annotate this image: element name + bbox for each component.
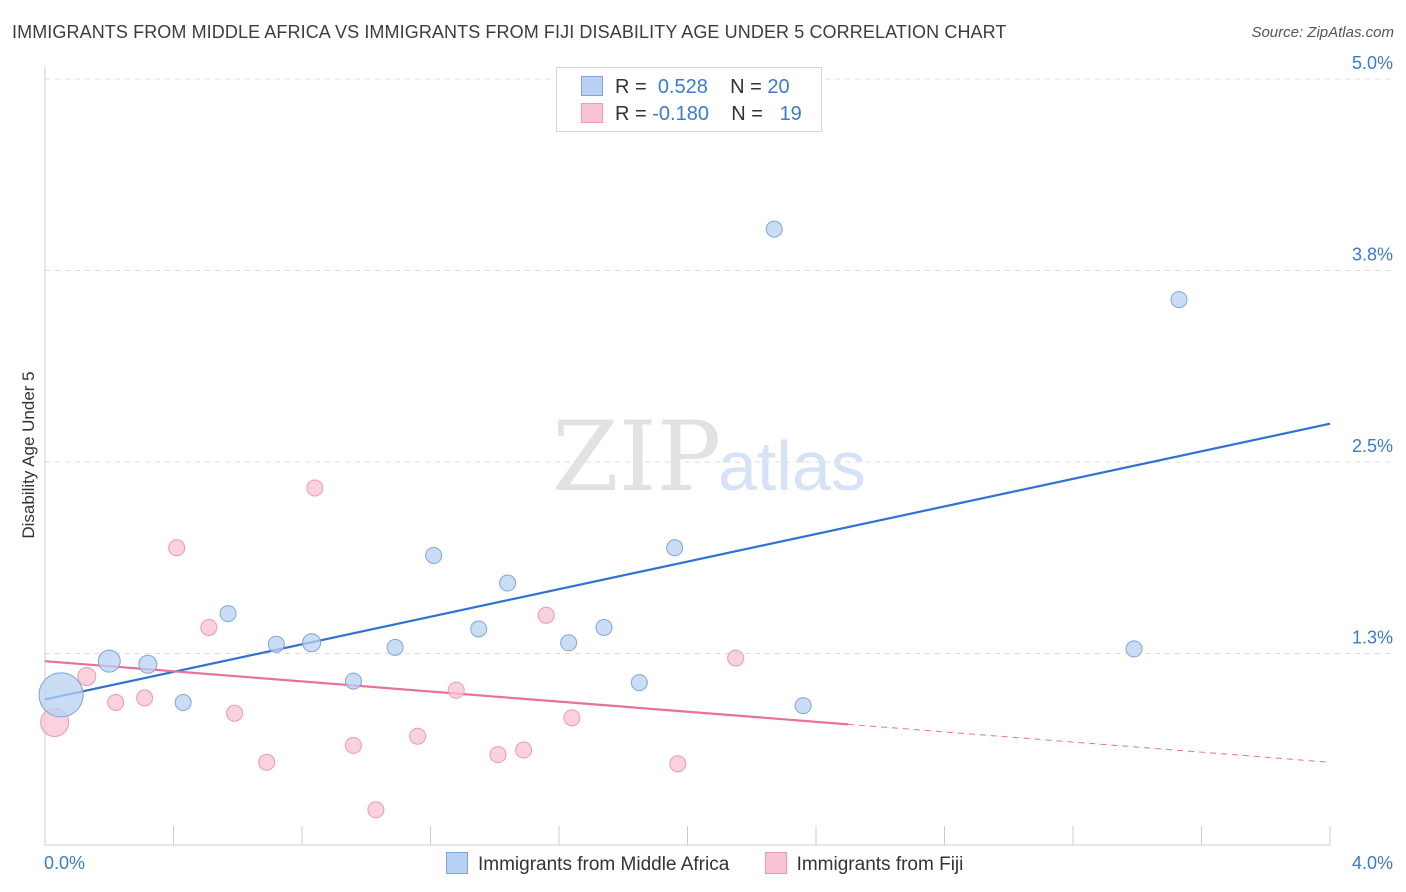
correlation-legend: R = 0.528 N = 20 R = -0.180 N = 19 — [556, 67, 822, 132]
legend-r-label: R = — [615, 103, 647, 125]
data-point-fiji — [226, 704, 244, 722]
legend-item-fiji: Immigrants from Fiji — [764, 852, 964, 876]
data-point-fiji — [258, 753, 276, 771]
data-point-middle-africa — [267, 635, 285, 653]
data-point-middle-africa — [1125, 640, 1143, 658]
legend-label-middle-africa: Immigrants from Middle Africa — [478, 854, 730, 875]
legend-label-fiji: Immigrants from Fiji — [796, 854, 964, 875]
legend-r-value: -0.180 — [652, 103, 709, 125]
data-point-middle-africa — [595, 618, 613, 636]
data-point-middle-africa — [470, 620, 488, 638]
y-tick-label: 1.3% — [1352, 628, 1393, 648]
legend-swatch-pink — [581, 103, 603, 123]
data-point-middle-africa — [794, 697, 812, 715]
data-points — [38, 220, 1188, 819]
data-point-middle-africa — [386, 638, 404, 656]
data-point-fiji — [344, 736, 362, 754]
data-point-fiji — [77, 666, 97, 686]
y-tick-label: 3.8% — [1352, 245, 1393, 265]
data-point-middle-africa — [666, 539, 684, 557]
data-point-middle-africa — [499, 574, 517, 592]
legend-n-value: 19 — [779, 103, 802, 125]
legend-swatch-blue — [581, 76, 603, 96]
data-point-fiji — [107, 694, 125, 712]
data-point-middle-africa — [302, 633, 322, 653]
chart-title: IMMIGRANTS FROM MIDDLE AFRICA VS IMMIGRA… — [12, 22, 1007, 42]
trend-line-fiji — [44, 660, 849, 726]
data-point-fiji — [200, 618, 218, 636]
data-point-fiji — [168, 539, 186, 557]
trend-line-fiji-extrapolated — [848, 723, 1331, 763]
data-point-fiji — [563, 709, 581, 727]
data-point-fiji — [136, 689, 154, 707]
watermark: ZIP atlas — [552, 401, 866, 513]
legend-swatch-blue — [446, 852, 468, 874]
data-point-fiji — [306, 479, 324, 497]
data-point-middle-africa — [138, 654, 158, 674]
data-point-fiji — [727, 649, 745, 667]
x-tick-label: 0.0% — [44, 853, 85, 873]
data-point-fiji — [669, 755, 687, 773]
y-tick-label: 5.0% — [1352, 53, 1393, 73]
data-point-middle-africa — [344, 672, 362, 690]
legend-r-label: R = — [615, 76, 647, 98]
legend-item-middle-africa: Immigrants from Middle Africa — [446, 852, 729, 876]
data-point-middle-africa — [560, 634, 578, 652]
legend-n-value: 20 — [767, 76, 790, 98]
watermark-atlas: atlas — [718, 427, 866, 505]
data-point-fiji — [489, 746, 507, 764]
legend-row-fiji: R = -0.180 N = 19 — [581, 103, 802, 129]
source-credit: Source: ZipAtlas.com — [1251, 24, 1394, 41]
data-point-middle-africa — [97, 649, 121, 673]
data-point-middle-africa — [630, 674, 648, 692]
y-axis-title: Disability Age Under 5 — [19, 371, 38, 538]
tick-labels: 1.3% 2.5% 3.8% 5.0% 0.0% 4.0% — [44, 53, 1393, 873]
data-point-middle-africa — [425, 546, 443, 564]
data-point-fiji — [367, 801, 385, 819]
legend-n-label: N = — [731, 103, 763, 125]
watermark-zip: ZIP — [552, 401, 721, 513]
data-point-fiji — [447, 681, 465, 699]
legend-r-value: 0.528 — [657, 76, 708, 98]
trend-line-middle-africa — [44, 422, 1331, 701]
data-point-middle-africa — [38, 672, 84, 718]
legend-n-label: N = — [730, 76, 762, 98]
trend-lines — [44, 422, 1331, 763]
data-point-fiji — [409, 727, 427, 745]
data-point-middle-africa — [174, 694, 192, 712]
data-point-fiji — [515, 741, 533, 759]
x-tick-label: 4.0% — [1352, 853, 1393, 873]
data-point-middle-africa — [765, 220, 783, 238]
data-point-middle-africa — [219, 605, 237, 623]
series-legend: Immigrants from Middle Africa Immigrants… — [446, 852, 993, 876]
y-tick-label: 2.5% — [1352, 436, 1393, 456]
data-point-fiji — [537, 606, 555, 624]
data-point-middle-africa — [1170, 291, 1188, 309]
legend-swatch-pink — [764, 852, 787, 874]
legend-row-middle-africa: R = 0.528 N = 20 — [581, 76, 790, 102]
grid-lines — [45, 78, 1394, 654]
